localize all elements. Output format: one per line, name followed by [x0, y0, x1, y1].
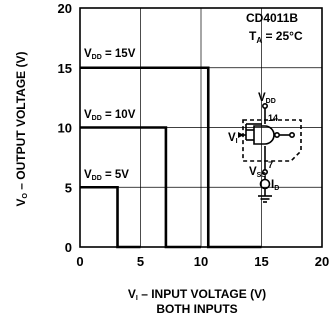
y-tick-label-5: 5 [65, 180, 72, 195]
vss-label: VSS [249, 166, 266, 179]
package-outline [242, 119, 302, 162]
series-line-1 [80, 126, 201, 249]
y-tick-label-10: 10 [58, 121, 72, 136]
series-lines [80, 66, 262, 249]
nand-gate-icon [253, 125, 275, 145]
part-number: CD4011B [246, 11, 298, 25]
temperature-label: TA = 25°C [249, 29, 303, 45]
vi-arrow-icon [238, 132, 244, 138]
y-axis-label: VO – OUTPUT VOLTAGE (V) [14, 51, 29, 206]
x-tick-label-20: 20 [315, 254, 329, 269]
x-tick-label-10: 10 [194, 254, 208, 269]
y-tick-label-15: 15 [58, 61, 72, 76]
series-label-15v: VDD = 15V [84, 48, 136, 61]
test-circuit-schematic [238, 103, 302, 203]
pin7-label: 7 [268, 160, 273, 170]
vi-label: VI [228, 132, 238, 145]
vdd-pin-label: VDD [258, 92, 276, 105]
tick-labels: 0 5 10 15 20 0 5 10 15 20 [58, 1, 330, 269]
vdd-terminal [261, 103, 268, 110]
series-line-2 [80, 185, 141, 249]
nand-bubble [273, 132, 280, 139]
x-axis-label: VI – INPUT VOLTAGE (V) [128, 287, 266, 302]
id-label: ID [271, 179, 279, 192]
pin14-label: 14 [268, 113, 278, 123]
x-tick-label-0: 0 [76, 254, 83, 269]
series-label-5v: VDD = 5V [84, 169, 129, 182]
x-tick-label-5: 5 [137, 254, 144, 269]
x-tick-label-15: 15 [254, 254, 268, 269]
series-label-10v: VDD = 10V [84, 109, 136, 122]
y-tick-label-0: 0 [65, 240, 72, 255]
output-terminal [288, 132, 295, 139]
series-line-0 [80, 66, 262, 249]
x-axis-label-line2: BOTH INPUTS [156, 302, 237, 316]
y-tick-label-20: 20 [58, 1, 72, 16]
vss-terminal [261, 169, 268, 176]
